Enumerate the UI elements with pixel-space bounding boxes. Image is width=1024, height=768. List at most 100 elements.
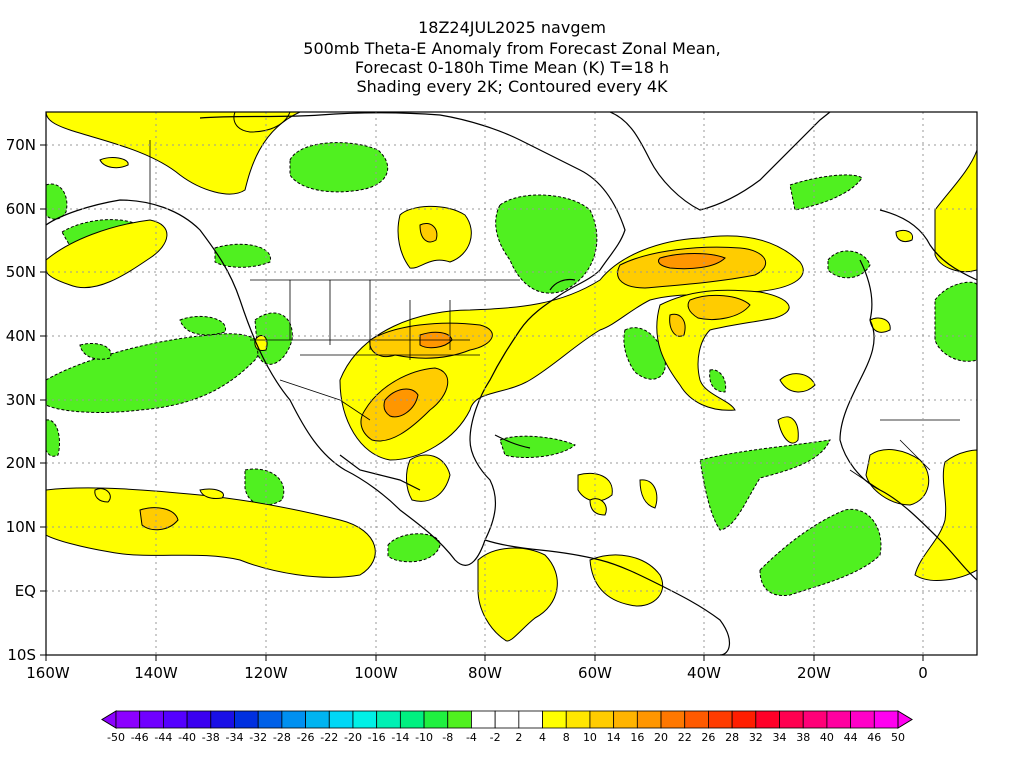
colorbar-label: -2 bbox=[490, 731, 501, 744]
title-line-4: Shading every 2K; Contoured every 4K bbox=[356, 77, 668, 96]
coastlines bbox=[46, 112, 977, 655]
lat-label: 50N bbox=[6, 263, 36, 281]
colorbar-label: 16 bbox=[630, 731, 644, 744]
colorbar-label: 20 bbox=[654, 731, 668, 744]
colorbar-swatch bbox=[399, 710, 425, 729]
positive-anomaly-shading bbox=[46, 112, 977, 642]
colorbar-swatch bbox=[328, 710, 354, 729]
longitude-labels: 160W 140W 120W 100W 80W 60W 40W 20W 0 bbox=[26, 664, 928, 682]
lat-label: EQ bbox=[15, 582, 36, 600]
lat-label: 70N bbox=[6, 136, 36, 154]
colorbar-label: -40 bbox=[178, 731, 196, 744]
colorbar-swatch bbox=[636, 710, 662, 729]
colorbar-label: 14 bbox=[607, 731, 621, 744]
lat-label: 30N bbox=[6, 391, 36, 409]
colorbar-label: 28 bbox=[725, 731, 739, 744]
colorbar-label: -34 bbox=[225, 731, 243, 744]
colorbar-swatch bbox=[565, 710, 591, 729]
colorbar-swatch bbox=[779, 710, 804, 729]
colorbar-label: -46 bbox=[131, 731, 149, 744]
colorbar-label: 34 bbox=[773, 731, 787, 744]
political-boundaries bbox=[149, 140, 960, 491]
colorbar-label: -14 bbox=[391, 731, 409, 744]
colorbar-swatch bbox=[115, 710, 141, 729]
colorbar-swatch bbox=[305, 710, 330, 729]
grid-lines bbox=[46, 112, 977, 655]
colorbar-swatch bbox=[210, 710, 235, 729]
lon-label: 40W bbox=[687, 664, 721, 682]
map-plot-area bbox=[46, 112, 977, 655]
plot-frame bbox=[45, 111, 978, 656]
colorbar-label: 2 bbox=[515, 731, 522, 744]
colorbar-swatch bbox=[613, 710, 638, 729]
lat-label: 10S bbox=[7, 646, 36, 664]
colorbar-swatch bbox=[281, 710, 306, 729]
title-line-2: 500mb Theta-E Anomaly from Forecast Zona… bbox=[303, 39, 721, 58]
lon-label: 80W bbox=[468, 664, 502, 682]
colorbar-label: -32 bbox=[249, 731, 267, 744]
lon-label: 60W bbox=[578, 664, 612, 682]
lat-label: 10N bbox=[6, 518, 36, 536]
colorbar-label: -22 bbox=[320, 731, 338, 744]
colorbar-swatch bbox=[471, 710, 496, 729]
colorbar-label: -28 bbox=[273, 731, 291, 744]
tick-marks bbox=[40, 144, 924, 661]
colorbar-swatch bbox=[755, 710, 780, 729]
lon-label: 0 bbox=[918, 664, 928, 682]
colorbar-label: 38 bbox=[796, 731, 810, 744]
colorbar-swatch bbox=[352, 710, 378, 729]
title-line-1: 18Z24JUL2025 navgem bbox=[418, 18, 606, 37]
colorbar-swatch bbox=[660, 710, 686, 729]
colorbar-label: -50 bbox=[107, 731, 125, 744]
colorbar-label: 4 bbox=[539, 731, 546, 744]
lon-label: 140W bbox=[134, 664, 178, 682]
colorbar-label: -16 bbox=[368, 731, 386, 744]
colorbar-swatch bbox=[257, 710, 283, 729]
colorbar-label: 40 bbox=[820, 731, 834, 744]
colorbar-label: -38 bbox=[202, 731, 220, 744]
colorbar-label: 44 bbox=[844, 731, 858, 744]
lon-label: 160W bbox=[26, 664, 70, 682]
colorbar-swatch bbox=[139, 710, 164, 729]
colorbar-swatch bbox=[826, 710, 852, 729]
lon-label: 120W bbox=[244, 664, 288, 682]
colorbar-label: 22 bbox=[678, 731, 692, 744]
colorbar-swatch bbox=[589, 710, 615, 729]
title-line-3: Forecast 0-180h Time Mean (K) T=18 h bbox=[354, 58, 670, 77]
colorbar-labels: -50 -46 -44 -40 -38 -34 -32 -28 -26 -22 -20 -16 -14-… bbox=[107, 731, 905, 744]
colorbar-label: 50 bbox=[891, 731, 905, 744]
colorbar-label: 10 bbox=[583, 731, 597, 744]
colorbar-label: -10 bbox=[415, 731, 433, 744]
colorbar-arrow-left bbox=[101, 710, 117, 729]
colorbar-label: 26 bbox=[701, 731, 715, 744]
colorbar-label: -20 bbox=[344, 731, 362, 744]
lat-label: 60N bbox=[6, 200, 36, 218]
colorbar-swatch bbox=[731, 710, 757, 729]
colorbar-swatch bbox=[873, 710, 899, 729]
colorbar bbox=[101, 710, 913, 729]
colorbar-label: 46 bbox=[867, 731, 881, 744]
colorbar-label: 32 bbox=[749, 731, 763, 744]
colorbar-label: -4 bbox=[466, 731, 477, 744]
lon-label: 20W bbox=[797, 664, 831, 682]
colorbar-swatch bbox=[708, 710, 733, 729]
lat-label: 20N bbox=[6, 454, 36, 472]
colorbar-swatch bbox=[802, 710, 828, 729]
colorbar-label: -44 bbox=[154, 731, 172, 744]
colorbar-swatch bbox=[423, 710, 449, 729]
colorbar-swatch bbox=[494, 710, 520, 729]
lat-label: 40N bbox=[6, 327, 36, 345]
colorbar-label: 8 bbox=[563, 731, 570, 744]
colorbar-arrow-right bbox=[897, 710, 913, 729]
colorbar-swatch bbox=[850, 710, 875, 729]
colorbar-swatch bbox=[447, 710, 472, 729]
colorbar-swatch bbox=[518, 710, 543, 729]
lon-label: 100W bbox=[354, 664, 398, 682]
colorbar-swatch bbox=[684, 710, 709, 729]
colorbar-swatch bbox=[234, 710, 259, 729]
colorbar-swatch bbox=[376, 710, 401, 729]
colorbar-swatch bbox=[542, 710, 567, 729]
latitude-labels: 70N 60N 50N 40N 30N 20N 10N EQ 10S bbox=[6, 136, 36, 664]
colorbar-swatch bbox=[186, 710, 212, 729]
